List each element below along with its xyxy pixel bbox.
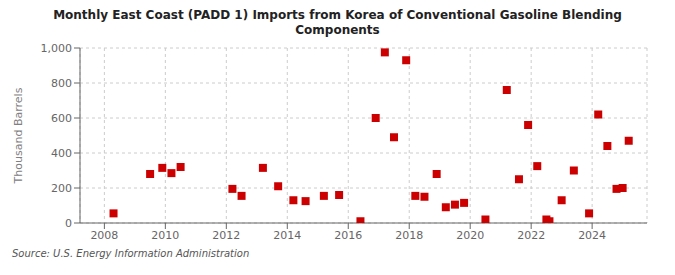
- html-text:Components: Components: [295, 23, 380, 37]
- svg-text:2012: 2012: [212, 229, 240, 242]
- svg-text:0: 0: [65, 217, 72, 230]
- svg-text:600: 600: [51, 112, 72, 125]
- svg-text:2008: 2008: [90, 229, 118, 242]
- svg-text:400: 400: [51, 147, 72, 160]
- svg-text:Thousand Barrels: Thousand Barrels: [12, 87, 25, 184]
- svg-text:800: 800: [51, 77, 72, 90]
- svg-text:2022: 2022: [517, 229, 545, 242]
- svg-text:2024: 2024: [578, 229, 606, 242]
- svg-text:2016: 2016: [334, 229, 362, 242]
- svg-text:2014: 2014: [273, 229, 301, 242]
- svg-text:2010: 2010: [151, 229, 179, 242]
- svg-text:1,000: 1,000: [41, 42, 73, 55]
- svg-text:2018: 2018: [395, 229, 423, 242]
- html-text:Monthly East Coast (PADD 1) Im: Monthly East Coast (PADD 1) Imports from…: [53, 8, 622, 22]
- html-text:Source: U.S. Energy Informatio: Source: U.S. Energy Information Administ…: [12, 248, 250, 259]
- svg-text:200: 200: [51, 182, 72, 195]
- svg-text:2020: 2020: [456, 229, 484, 242]
